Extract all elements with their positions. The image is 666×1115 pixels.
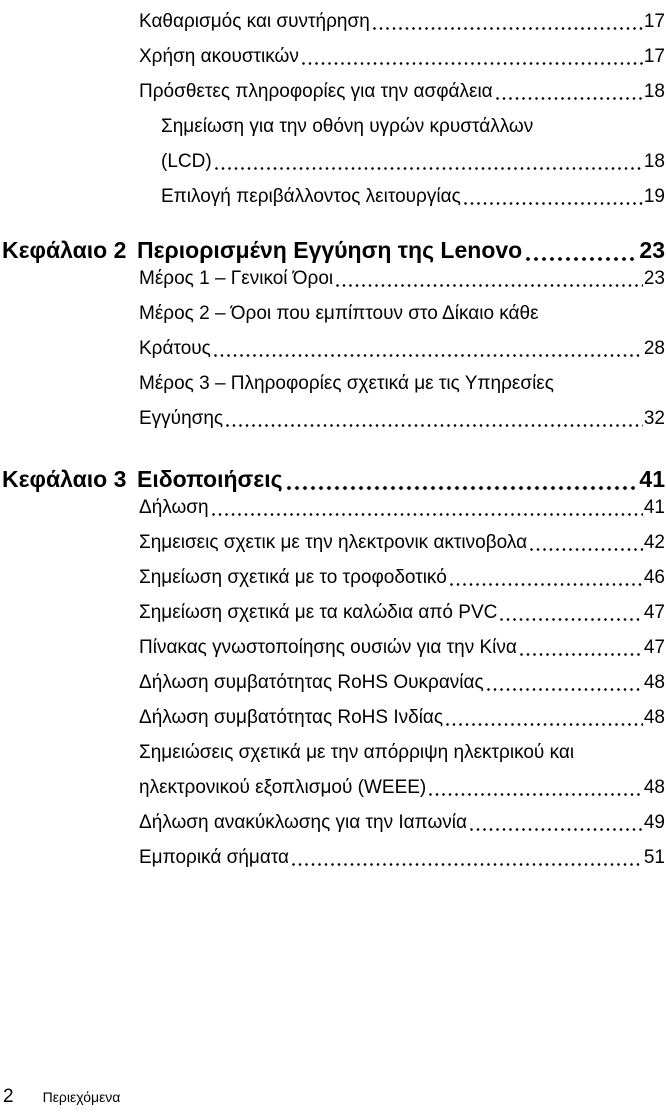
toc-entry-label: Χρήση ακουστικών	[139, 46, 299, 67]
toc-entry-label: ηλεκτρονικού εξοπλισμού (WEEE)	[139, 777, 427, 798]
toc-entry-page: 48	[643, 672, 665, 693]
toc-entry: Επιλογή περιβάλλοντος λειτουργίας 19	[0, 185, 665, 209]
toc-entry-page: 46	[643, 567, 665, 588]
toc-entry: Εγγύησης 32	[0, 407, 665, 431]
toc-entry: Δήλωση ανακύκλωσης για την Ιαπωνία 49	[0, 811, 665, 835]
toc-entry-label: Σημείωση για την οθόνη υγρών κρυστάλλων	[161, 116, 534, 137]
chapter-title: Περιορισμένη Εγγύηση της Lenovo	[137, 237, 523, 263]
toc-entry-label: Δήλωση ανακύκλωσης για την Ιαπωνία	[139, 812, 467, 833]
dot-leader	[530, 548, 643, 551]
toc-entry-page: 48	[643, 707, 665, 728]
toc-entry-label: Μέρος 3 – Πληροφορίες σχετικά με τις Υπη…	[139, 373, 554, 394]
toc-entry-page: 19	[643, 186, 665, 207]
toc-entry-label: Δήλωση συμβατότητας RoHS Ινδίας	[139, 707, 444, 728]
page-footer: 2 Περιεχόμενα	[3, 1086, 120, 1108]
toc-entry-label: Μέρος 1 – Γενικοί Όροι	[139, 268, 334, 289]
toc-entry-page: 18	[643, 151, 665, 172]
toc-entry: Κράτους 28	[0, 337, 665, 361]
toc-entry-page: 32	[643, 408, 665, 429]
dot-leader	[211, 513, 643, 516]
toc-entry-label: Εγγύησης	[139, 408, 224, 429]
toc-entry: Δήλωση συμβατότητας RoHS Ινδίας 48	[0, 706, 665, 730]
toc-entry: Δήλωση 41	[0, 496, 665, 520]
toc-entry-label: Καθαρισμός και συντήρηση	[139, 11, 370, 32]
toc-entry: Εμπορικά σήματα 51	[0, 846, 665, 870]
toc-entry: Σημείωση σχετικά με το τροφοδοτικό 46	[0, 566, 665, 590]
toc-entry-page: 49	[643, 812, 665, 833]
toc-entry-label: Μέρος 2 – Όροι που εμπίπτουν στο Δίκαιο …	[139, 303, 539, 324]
footer-section-label: Περιεχόμενα	[42, 1089, 121, 1105]
dot-leader	[214, 167, 643, 170]
dot-leader	[372, 27, 643, 30]
dot-leader	[336, 284, 643, 287]
dot-leader	[226, 424, 643, 427]
toc-entry-page: 47	[643, 637, 665, 658]
toc-entry: ηλεκτρονικού εξοπλισμού (WEEE) 48	[0, 776, 665, 800]
toc-entry-page: 17	[643, 46, 665, 67]
dot-leader	[526, 257, 639, 261]
chapter-label: Κεφάλαιο 2	[2, 237, 127, 263]
toc-entry: Σημείωση σχετικά με τα καλώδια από PVC 4…	[0, 601, 665, 625]
toc-entry-page: 48	[643, 777, 665, 798]
toc-entry-page: 17	[643, 11, 665, 32]
toc-entry: Μέρος 1 – Γενικοί Όροι 23	[0, 267, 665, 291]
toc-entry-label: Εμπορικά σήματα	[139, 847, 290, 868]
dot-leader	[429, 793, 643, 796]
toc-entry-page: 28	[643, 338, 665, 359]
toc-entry-wrap-line: Μέρος 2 – Όροι που εμπίπτουν στο Δίκαιο …	[0, 302, 665, 326]
chapter-title: Ειδοποιήσεις	[137, 466, 283, 492]
chapter-page: 23	[639, 237, 665, 263]
toc-entry-label: Σημείωση σχετικά με τα καλώδια από PVC	[139, 602, 498, 623]
toc-entry-page: 47	[643, 602, 665, 623]
dot-leader	[519, 653, 643, 656]
chapter-heading: Κεφάλαιο 3 Ειδοποιήσεις 41	[0, 465, 665, 494]
dot-leader	[500, 618, 643, 621]
toc-entry-label: Δήλωση συμβατότητας RoHS Ουκρανίας	[139, 672, 484, 693]
toc-entry-page: 41	[643, 497, 665, 518]
dot-leader	[463, 202, 643, 205]
toc-entry-wrap-line: Σημείωση για την οθόνη υγρών κρυστάλλων	[0, 115, 665, 139]
toc-entry-page: 23	[643, 268, 665, 289]
dot-leader	[301, 62, 643, 65]
dot-leader	[449, 583, 643, 586]
dot-leader	[470, 828, 643, 831]
toc-entry-label: Κράτους	[139, 338, 211, 359]
toc-entry: Πίνακας γνωστοποίησης ουσιών για την Κίν…	[0, 636, 665, 660]
toc-entry-label: Πίνακας γνωστοποίησης ουσιών για την Κίν…	[139, 637, 517, 658]
toc-entry-wrap-line: Μέρος 3 – Πληροφορίες σχετικά με τις Υπη…	[0, 372, 665, 396]
toc-entry-label: (LCD)	[161, 151, 212, 172]
footer-page-number: 2	[3, 1086, 14, 1107]
chapter-label: Κεφάλαιο 3	[2, 466, 127, 492]
chapter-heading: Κεφάλαιο 2 Περιορισμένη Εγγύηση της Leno…	[0, 236, 665, 265]
toc-entry-page: 18	[643, 81, 665, 102]
toc-entry: Πρόσθετες πληροφορίες για την ασφάλεια 1…	[0, 80, 665, 104]
toc-entry: (LCD) 18	[0, 150, 665, 174]
dot-leader	[486, 688, 643, 691]
table-of-contents: Καθαρισμός και συντήρηση 17 Χρήση ακουστ…	[0, 10, 665, 881]
toc-entry-label: Δήλωση	[139, 497, 209, 518]
dot-leader	[495, 97, 643, 100]
toc-entry: Σημεισεις σχετικ με την ηλεκτρονικ ακτιν…	[0, 531, 665, 555]
toc-entry: Καθαρισμός και συντήρηση 17	[0, 10, 665, 34]
toc-entry-label: Σημείωση σχετικά με το τροφοδοτικό	[139, 567, 447, 588]
toc-entry: Χρήση ακουστικών 17	[0, 45, 665, 69]
dot-leader	[286, 486, 639, 490]
toc-entry-page: 51	[643, 847, 665, 868]
toc-entry-label: Σημειώσεις σχετικά με την απόρριψη ηλεκτ…	[139, 742, 575, 763]
toc-entry-label: Επιλογή περιβάλλοντος λειτουργίας	[161, 186, 461, 207]
toc-entry-label: Πρόσθετες πληροφορίες για την ασφάλεια	[139, 81, 493, 102]
dot-leader	[213, 354, 643, 357]
toc-entry: Δήλωση συμβατότητας RoHS Ουκρανίας 48	[0, 671, 665, 695]
dot-leader	[292, 863, 643, 866]
toc-entry-page: 42	[643, 532, 665, 553]
chapter-page: 41	[639, 466, 665, 492]
toc-entry-wrap-line: Σημειώσεις σχετικά με την απόρριψη ηλεκτ…	[0, 741, 665, 765]
toc-entry-label: Σημεισεις σχετικ με την ηλεκτρονικ ακτιν…	[139, 532, 528, 553]
dot-leader	[446, 723, 643, 726]
